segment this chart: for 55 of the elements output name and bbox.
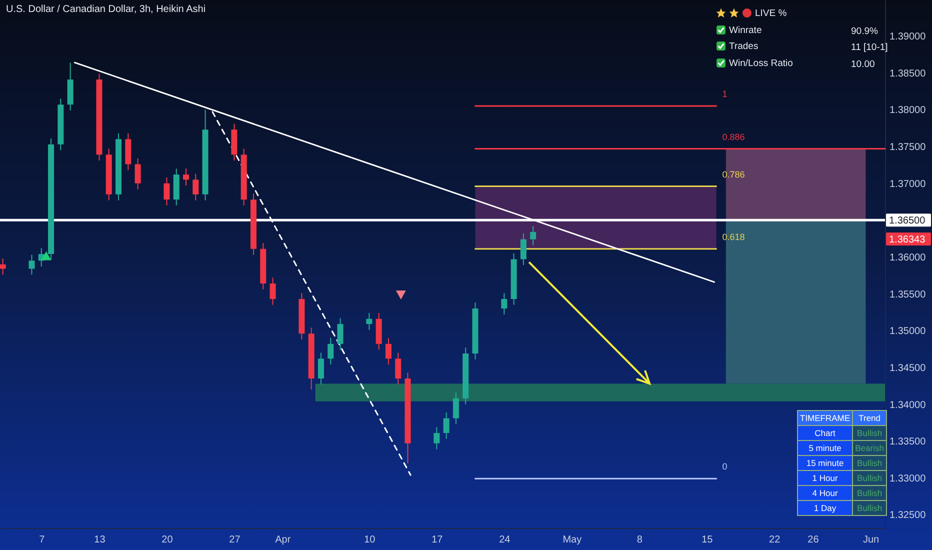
y-tick-label: 1.36000	[890, 252, 926, 264]
x-tick-label: 24	[499, 534, 511, 546]
x-tick-label: 15	[702, 534, 714, 546]
ref-line-label: 1.36500	[889, 216, 926, 227]
x-tick-label: Jun	[862, 534, 880, 546]
table-cell: 4 Hour	[798, 486, 853, 500]
annotation: Trades	[728, 41, 760, 54]
table-cell: Bullish	[852, 426, 887, 440]
table-cell: Chart	[798, 426, 853, 440]
table-cell: Bearish	[852, 440, 887, 456]
x-tick-label: 22	[769, 534, 781, 546]
table-cell: Bullish	[852, 456, 887, 470]
x-tick-label: 7	[39, 534, 46, 546]
table-cell: Bullish	[852, 500, 887, 516]
table-cell: Bullish	[852, 470, 887, 486]
table-cell: Bullish	[852, 486, 887, 500]
x-tick-label: 26	[808, 534, 820, 546]
y-tick-label: 1.38500	[890, 68, 926, 80]
series-label: 0.618	[722, 232, 745, 242]
x-tick-label: 17	[432, 534, 444, 546]
series-label: 0	[722, 462, 728, 472]
y-tick-label: 1.37000	[890, 178, 926, 190]
annotation: Win/Loss Ratio	[728, 58, 793, 70]
table-cell: 1 Hour	[798, 470, 853, 486]
x-tick-label: 10	[364, 534, 376, 546]
series-label: 1	[722, 89, 728, 100]
series-label: 0.886	[722, 132, 745, 142]
y-tick-label: 1.35500	[890, 289, 926, 300]
y-tick-label: 1.34000	[890, 400, 926, 411]
y-tick-label: 1.37500	[890, 142, 926, 154]
annotation: LIVE %	[754, 8, 788, 21]
annotation: 90.9%	[851, 26, 878, 36]
x-tick-label: May	[562, 534, 582, 546]
table-cell: 15 minute	[798, 456, 853, 470]
annotation: 10.00	[851, 58, 875, 70]
y-tick-label: 1.32500	[890, 510, 926, 522]
y-tick-label: 1.34500	[890, 362, 926, 374]
y-tick-label: 1.35000	[890, 326, 926, 338]
table-cell: Trend	[852, 410, 887, 426]
y-tick-label: 1.38000	[890, 105, 926, 116]
y-tick-label: 1.33000	[890, 473, 926, 484]
x-tick-label: 8	[636, 534, 643, 546]
x-tick-label: 20	[162, 534, 174, 546]
x-tick-label: 27	[229, 534, 241, 546]
table-cell: 5 minute	[798, 440, 853, 456]
table-cell: 1 Day	[798, 500, 853, 516]
y-tick-label: 1.39000	[890, 32, 926, 43]
x-tick-label: 13	[94, 534, 106, 546]
y-tick-label: 1.33500	[890, 436, 926, 448]
annotation: Winrate	[728, 24, 763, 38]
x-tick-label: Apr	[275, 534, 292, 546]
table-cell: TIMEFRAME	[798, 410, 853, 426]
annotation: 11 [10-1]	[851, 42, 888, 53]
chart-title: U.S. Dollar / Canadian Dollar, 3h, Heikin Ashi	[6, 4, 206, 15]
text: 1.36343	[889, 234, 926, 246]
